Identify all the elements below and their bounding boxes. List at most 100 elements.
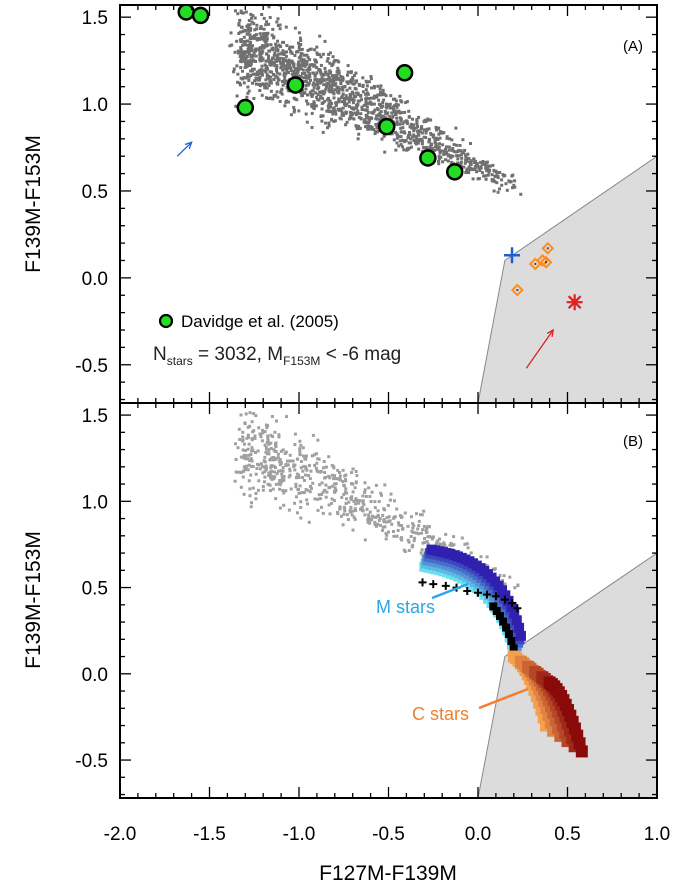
field-star-point	[270, 474, 273, 478]
field-star-point	[308, 477, 312, 481]
field-star-point	[398, 514, 402, 518]
field-star-point	[344, 473, 348, 477]
field-star-point	[437, 162, 441, 166]
field-star-point	[245, 32, 249, 36]
field-star-point	[300, 491, 304, 495]
field-star-point	[254, 82, 258, 86]
field-star-point	[340, 94, 344, 98]
field-star-point	[333, 486, 337, 490]
field-star-point	[492, 168, 496, 172]
field-star-point	[360, 509, 364, 512]
field-star-point	[321, 101, 325, 105]
field-star-point	[354, 498, 358, 502]
field-star-point	[261, 471, 265, 475]
field-star-point	[263, 475, 267, 479]
field-star-point	[252, 51, 256, 55]
field-star-point	[417, 519, 421, 523]
field-star-point	[283, 64, 287, 68]
field-star-point	[334, 112, 338, 116]
field-star-point	[287, 60, 291, 64]
field-star-point	[345, 497, 348, 501]
field-star-point	[357, 124, 360, 128]
field-star-point	[416, 132, 420, 136]
field-star-point	[261, 465, 265, 469]
field-star-point	[350, 78, 354, 82]
field-star-point	[324, 465, 328, 469]
y-tick-label: 0.0	[82, 269, 108, 290]
field-star-point	[342, 484, 346, 488]
field-star-point	[330, 497, 334, 501]
field-star-point	[492, 568, 496, 572]
field-star-point	[409, 535, 413, 538]
field-star-point	[360, 105, 364, 109]
field-star-point	[286, 64, 290, 67]
field-star-point	[354, 497, 358, 501]
field-star-point	[322, 92, 326, 96]
field-star-point	[337, 86, 341, 90]
field-star-point	[293, 443, 297, 447]
field-star-point	[342, 512, 346, 516]
field-star-point	[400, 536, 403, 540]
field-star-point	[415, 137, 419, 141]
field-star-point	[335, 102, 338, 106]
field-star-point	[293, 432, 297, 436]
field-star-point	[426, 535, 430, 539]
field-star-point	[424, 528, 428, 532]
field-star-point	[337, 108, 341, 112]
model-plus-point	[508, 599, 517, 608]
field-star-point	[337, 60, 341, 64]
field-star-point	[261, 485, 265, 488]
field-star-point	[333, 474, 337, 478]
field-star-point	[310, 63, 314, 67]
field-star-point	[247, 52, 251, 56]
field-star-point	[302, 58, 306, 62]
legend-marker-davidge	[158, 313, 174, 329]
field-star-point	[275, 71, 279, 75]
field-star-point	[435, 136, 438, 140]
y-tick-label: 0.5	[82, 579, 108, 600]
davidge-star-point	[377, 117, 396, 136]
field-star-point	[312, 107, 316, 110]
davidge-star-point	[395, 64, 414, 82]
field-star-point	[330, 118, 333, 122]
field-star-point	[466, 152, 470, 156]
c-stars-label: C stars	[412, 704, 469, 724]
field-star-point	[276, 78, 280, 82]
field-star-point	[317, 98, 321, 102]
field-star-point	[337, 71, 341, 75]
field-star-point	[351, 528, 355, 532]
field-star-point	[267, 442, 271, 446]
field-star-point	[237, 32, 241, 35]
m-star-track-cell	[500, 590, 511, 601]
field-star-point	[359, 93, 363, 97]
field-star-point	[347, 500, 351, 504]
field-star-point	[304, 112, 308, 116]
field-star-point	[316, 438, 320, 442]
field-star-point	[350, 91, 354, 95]
field-star-point	[310, 454, 314, 458]
field-star-point	[340, 110, 344, 114]
field-star-point	[281, 40, 285, 44]
field-star-point	[257, 82, 261, 86]
field-star-point	[302, 454, 305, 458]
field-star-point	[264, 78, 268, 82]
field-star-point	[259, 435, 263, 439]
m-star-track-cell	[514, 622, 525, 633]
field-star-point	[326, 72, 330, 76]
field-star-point	[399, 135, 403, 139]
field-star-point	[273, 51, 277, 55]
field-star-point	[329, 89, 333, 93]
field-star-point	[415, 512, 418, 516]
field-star-point	[281, 469, 285, 473]
field-star-point	[314, 466, 318, 470]
field-star-point	[301, 61, 304, 65]
field-star-point	[250, 501, 253, 505]
field-star-point	[385, 533, 389, 537]
field-star-point	[317, 493, 321, 497]
field-star-point	[251, 430, 255, 434]
field-star-point	[245, 436, 249, 440]
field-star-point	[390, 132, 394, 136]
field-star-point	[365, 109, 369, 112]
field-star-point	[274, 93, 278, 97]
field-star-point	[454, 150, 458, 154]
